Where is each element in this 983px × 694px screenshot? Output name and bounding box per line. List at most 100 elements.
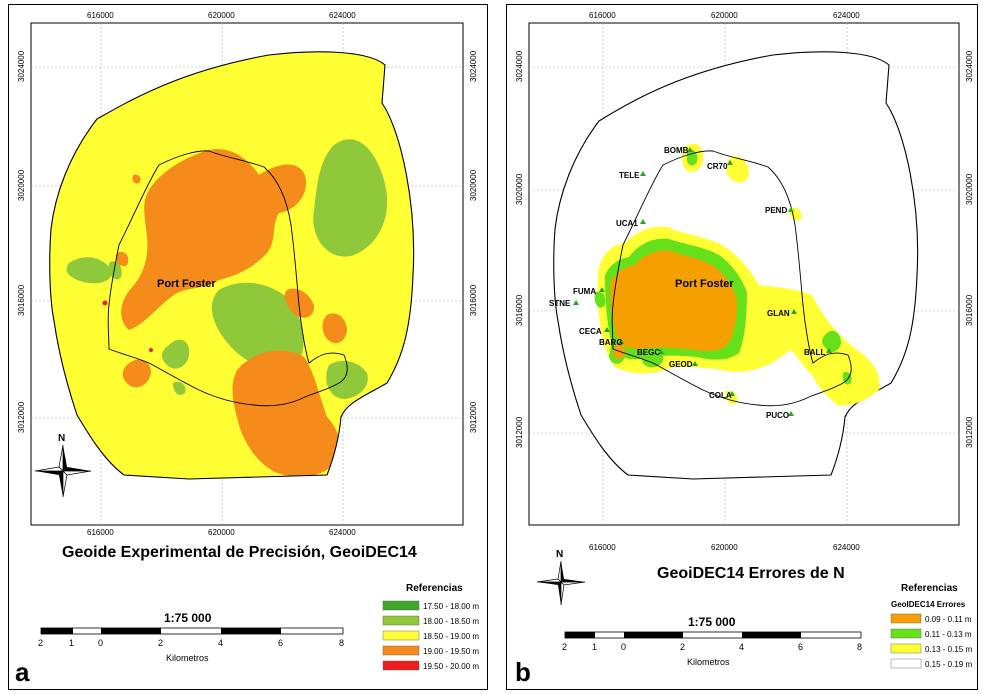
x-tick-top-624000-b: 624000 — [833, 11, 860, 20]
north-label-a: N — [58, 433, 65, 444]
svg-text:GLAN: GLAN — [767, 309, 790, 318]
panel-letter-a: a — [15, 657, 30, 687]
scale-num-3-b: 2 — [680, 642, 685, 652]
panel-a-geoid-map: Port Foster 616000 620000 624000 616000 … — [8, 4, 488, 690]
y-tick-right-3024000-a: 3024000 — [469, 50, 478, 82]
svg-text:PEND: PEND — [765, 206, 787, 215]
station-bomb: BOMB — [664, 146, 693, 155]
station-begc: BEGC — [637, 348, 664, 357]
town-label-port-foster-a: Port Foster — [157, 278, 216, 290]
scale-bar-b: 1:75 000 2 1 0 2 4 6 8 Kilometros — [562, 615, 862, 667]
bay-outline-b — [611, 150, 852, 407]
svg-text:BOMB: BOMB — [664, 146, 689, 155]
y-tick-right-3024000-b: 3024000 — [965, 50, 974, 82]
legend-label-3-b: 0.15 - 0.19 m — [925, 660, 972, 669]
panel-a-svg: Port Foster 616000 620000 624000 616000 … — [15, 11, 479, 687]
scale-num-1-b: 1 — [592, 642, 597, 652]
svg-text:COLA: COLA — [709, 391, 732, 400]
legend-swatch-4-a — [382, 660, 420, 671]
legend-title-a: Referencias — [406, 583, 463, 594]
y-tick-left-3016000-a: 3016000 — [17, 284, 26, 316]
panel-b-error-map: Port Foster BOMB CR70 TELE PEND UCA1 FUM… — [506, 4, 978, 690]
station-cola: COLA — [709, 391, 735, 400]
scale-num-3-a: 2 — [158, 638, 163, 648]
legend-swatch-1-b — [890, 628, 922, 639]
station-ball: BALL — [804, 348, 832, 357]
legend-label-0-a: 17.50 - 18.00 m — [423, 602, 479, 611]
y-tick-right-3012000-a: 3012000 — [469, 401, 478, 433]
scale-unit-a: Kilometros — [166, 653, 209, 663]
y-tick-left-3012000-a: 3012000 — [17, 401, 26, 433]
legend-label-1-b: 0.11 - 0.13 m — [925, 630, 972, 639]
svg-text:PUCO: PUCO — [766, 411, 789, 420]
map-title-a: Geoide Experimental de Precisión, GeoiDE… — [62, 544, 417, 561]
legend-label-2-a: 18.50 - 19.00 m — [423, 632, 479, 641]
y-tick-right-3020000-b: 3020000 — [965, 173, 974, 205]
legend-subtitle-b: GeoIDEC14 Errores — [891, 600, 966, 609]
x-tick-bottom-620000-b: 620000 — [711, 543, 738, 552]
x-tick-bottom-616000-b: 616000 — [589, 543, 616, 552]
scale-num-0-b: 2 — [562, 642, 567, 652]
scale-ratio-b: 1:75 000 — [688, 615, 736, 629]
legend-title-b: Referencias — [901, 583, 958, 594]
coastline-a — [49, 51, 415, 480]
svg-text:GEOD: GEOD — [669, 360, 693, 369]
legend-label-3-a: 19.00 - 19.50 m — [423, 647, 479, 656]
station-fuma: FUMA — [573, 287, 605, 296]
svg-text:CR70: CR70 — [707, 162, 728, 171]
scale-num-4-b: 4 — [739, 642, 744, 652]
legend-label-4-a: 19.50 - 20.00 m — [423, 662, 479, 671]
panel-b-svg: Port Foster BOMB CR70 TELE PEND UCA1 FUM… — [515, 11, 974, 687]
scale-num-0-a: 2 — [38, 638, 43, 648]
map-title-b: GeoiDEC14 Errores de N — [657, 565, 845, 582]
scale-num-5-b: 6 — [798, 642, 803, 652]
station-tele: TELE — [619, 171, 646, 180]
scale-num-2-a: 0 — [98, 638, 103, 648]
x-tick-top-620000-a: 620000 — [208, 11, 235, 20]
legend-swatch-3-b — [890, 658, 922, 669]
legend-swatch-1-a — [382, 615, 420, 626]
legend-b: Referencias GeoIDEC14 Errores 0.09 - 0.1… — [890, 583, 972, 669]
station-glan: GLAN — [767, 309, 797, 318]
x-tick-bottom-616000-a: 616000 — [87, 528, 114, 537]
geoid-surface-a — [49, 51, 414, 479]
scale-num-6-a: 8 — [339, 638, 344, 648]
x-tick-bottom-624000-b: 624000 — [833, 543, 860, 552]
x-tick-top-620000-b: 620000 — [711, 11, 738, 20]
svg-text:FUMA: FUMA — [573, 287, 596, 296]
scale-num-1-a: 1 — [69, 638, 74, 648]
y-tick-right-3016000-b: 3016000 — [965, 294, 974, 326]
station-puco: PUCO — [766, 411, 794, 420]
legend-label-0-b: 0.09 - 0.11 m — [925, 615, 972, 624]
station-geod: GEOD — [669, 360, 698, 369]
scale-num-5-a: 6 — [278, 638, 283, 648]
legend-a: Referencias 17.50 - 18.00 m 18.00 - 18.5… — [382, 583, 479, 671]
y-tick-right-3012000-b: 3012000 — [965, 416, 974, 448]
legend-swatch-2-b — [890, 643, 922, 654]
station-pend: PEND — [765, 206, 794, 215]
x-tick-top-624000-a: 624000 — [329, 11, 356, 20]
stations-b: BOMB CR70 TELE PEND UCA1 FUMA STNE GLAN … — [549, 146, 832, 420]
north-label-b: N — [556, 549, 563, 560]
y-tick-left-3024000-a: 3024000 — [17, 50, 26, 82]
svg-text:STNE: STNE — [549, 299, 571, 308]
north-arrow-icon-a: N — [34, 433, 92, 498]
svg-text:CECA: CECA — [579, 327, 602, 336]
bay-outline-a — [107, 150, 348, 407]
station-ceca: CECA — [579, 327, 610, 336]
station-stne: STNE — [549, 299, 579, 308]
legend-swatch-0-b — [890, 613, 922, 624]
town-label-port-foster-b: Port Foster — [675, 278, 734, 290]
y-tick-left-3020000-b: 3020000 — [515, 173, 524, 205]
y-tick-right-3020000-a: 3020000 — [469, 169, 478, 201]
y-tick-left-3024000-b: 3024000 — [515, 50, 524, 82]
legend-swatch-3-a — [382, 645, 420, 656]
station-barg: BARG — [599, 338, 624, 347]
x-tick-bottom-620000-a: 620000 — [208, 528, 235, 537]
scale-bar-a: 1:75 000 2 1 0 2 4 6 8 Kilometros — [38, 611, 344, 663]
scale-num-2-b: 0 — [621, 642, 626, 652]
legend-label-2-b: 0.13 - 0.15 m — [925, 645, 972, 654]
station-uca1: UCA1 — [616, 219, 646, 228]
svg-text:BEGC: BEGC — [637, 348, 660, 357]
x-tick-top-616000-a: 616000 — [87, 11, 114, 20]
